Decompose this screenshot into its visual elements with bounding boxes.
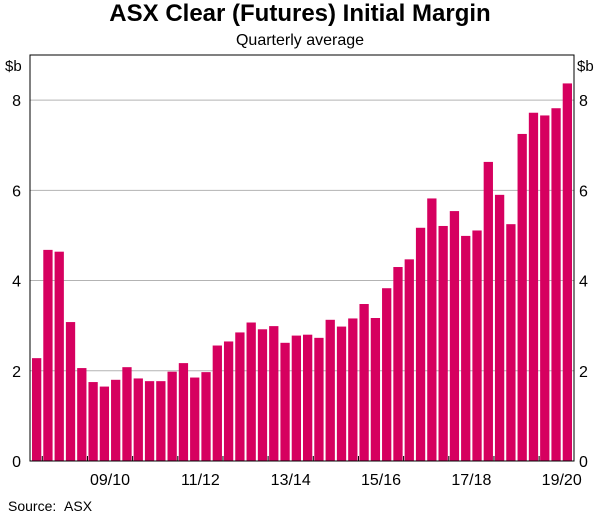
x-tick-label: 11/12 bbox=[181, 472, 220, 489]
y-tick-label-right: 0 bbox=[579, 454, 588, 471]
chart-subtitle: Quarterly average bbox=[235, 32, 365, 49]
y-tick-label-right: 4 bbox=[579, 274, 588, 291]
bar bbox=[370, 318, 381, 461]
bar bbox=[133, 378, 143, 461]
bar bbox=[325, 319, 335, 461]
source-label: Source: bbox=[8, 498, 57, 514]
bar bbox=[223, 341, 234, 461]
y-tick-label-left: 8 bbox=[12, 93, 21, 110]
bar bbox=[540, 115, 550, 461]
bar bbox=[257, 329, 268, 461]
bar bbox=[359, 304, 369, 461]
bar bbox=[156, 381, 166, 461]
x-tick-label: 15/16 bbox=[361, 472, 401, 489]
bar bbox=[111, 379, 121, 461]
bar bbox=[178, 363, 189, 461]
plot-frame bbox=[29, 54, 575, 462]
bar bbox=[190, 377, 200, 461]
bar-series bbox=[32, 83, 572, 462]
bar bbox=[88, 382, 98, 461]
y-tick-label-left: 2 bbox=[12, 364, 21, 381]
bar bbox=[122, 367, 132, 461]
bar bbox=[528, 112, 539, 462]
bar bbox=[393, 267, 403, 461]
bar bbox=[99, 386, 110, 461]
bar bbox=[32, 358, 42, 461]
y-axis-unit-right: $b bbox=[577, 58, 594, 75]
y-tick-label-right: 2 bbox=[579, 364, 588, 381]
x-tick-label: 19/20 bbox=[542, 472, 582, 489]
y-axis-unit-left: $b bbox=[5, 58, 22, 75]
bar bbox=[494, 194, 505, 461]
bar bbox=[382, 288, 392, 461]
bar bbox=[427, 198, 437, 461]
y-tick-label-left: 4 bbox=[12, 274, 21, 291]
bar bbox=[314, 337, 324, 461]
bar bbox=[506, 224, 516, 461]
bar bbox=[551, 108, 561, 461]
x-tick-label: 13/14 bbox=[271, 472, 311, 489]
bar bbox=[472, 230, 482, 461]
bar bbox=[336, 326, 347, 461]
bar bbox=[404, 259, 414, 461]
bar bbox=[461, 235, 471, 461]
bar bbox=[235, 332, 245, 461]
bar bbox=[280, 342, 290, 461]
source-note: Source: ASX bbox=[8, 497, 92, 515]
bar bbox=[65, 322, 76, 461]
bar bbox=[167, 371, 177, 461]
y-tick-label-right: 8 bbox=[579, 93, 588, 110]
bar bbox=[246, 322, 256, 461]
bar bbox=[348, 318, 358, 461]
bar bbox=[415, 227, 426, 461]
bar bbox=[291, 335, 301, 461]
x-tick-label: 17/18 bbox=[451, 472, 491, 489]
bar bbox=[449, 211, 460, 461]
bar bbox=[517, 133, 527, 461]
gridlines bbox=[30, 99, 574, 372]
bar bbox=[43, 249, 53, 461]
bar bbox=[438, 225, 448, 461]
bar bbox=[562, 83, 572, 462]
bar bbox=[201, 372, 211, 461]
y-tick-label-right: 6 bbox=[579, 183, 588, 200]
bar bbox=[303, 334, 313, 461]
chart-title: ASX Clear (Futures) Initial Margin bbox=[109, 0, 491, 27]
y-tick-label-left: 0 bbox=[12, 454, 21, 471]
bar bbox=[483, 161, 493, 461]
bar bbox=[144, 381, 155, 461]
bar bbox=[269, 326, 279, 461]
source-value: ASX bbox=[64, 498, 93, 514]
bar bbox=[212, 345, 222, 461]
bar bbox=[54, 251, 64, 461]
axis-ticks: 0 0 2 2 4 4 6 6 8 8 09/10 11/12 13/14 15/16 17/18 19/20 bbox=[12, 93, 588, 489]
bar bbox=[77, 368, 87, 461]
x-tick-label: 09/10 bbox=[90, 472, 130, 489]
y-tick-label-left: 6 bbox=[12, 183, 21, 200]
